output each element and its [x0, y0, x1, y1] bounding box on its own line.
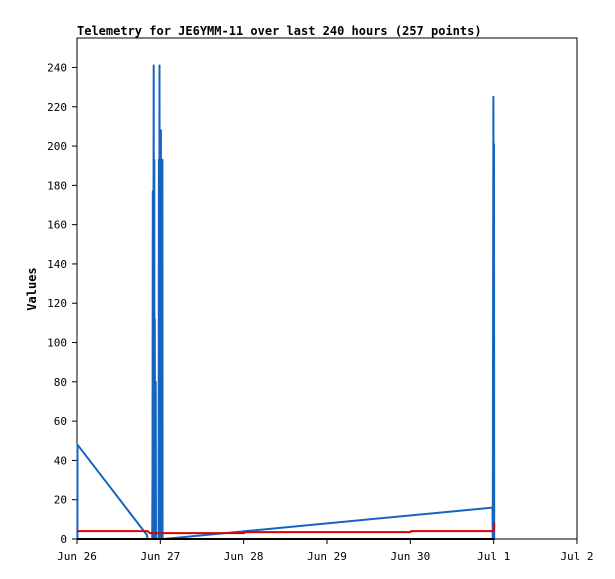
data-point — [492, 286, 494, 289]
series-line — [76, 64, 496, 540]
y-axis-label: Values — [25, 267, 39, 310]
data-point — [146, 530, 149, 532]
chart-title: Telemetry for JE6YMM-11 over last 240 ho… — [77, 24, 482, 38]
data-point — [154, 381, 157, 383]
y-tick-label: 140 — [47, 258, 67, 271]
y-tick-label: 0 — [60, 533, 67, 546]
y-tick-label: 40 — [54, 454, 67, 467]
y-tick-label: 180 — [47, 179, 67, 192]
series-layer — [76, 64, 496, 540]
y-tick-label: 240 — [47, 61, 67, 74]
y-tick-label: 100 — [47, 337, 67, 350]
y-tick-label: 200 — [47, 140, 67, 153]
y-tick-label: 20 — [54, 494, 67, 507]
y-axis: 0 20 40 60 80 100 120 140 160 180 200 220 240 — [47, 61, 77, 546]
data-point — [76, 443, 79, 446]
data-point — [493, 538, 496, 540]
y-tick-label: 120 — [47, 297, 67, 310]
data-point — [158, 159, 160, 161]
data-point — [161, 159, 164, 161]
y-tick-label: 60 — [54, 415, 67, 428]
data-point — [146, 534, 148, 536]
y-tick-label: 220 — [47, 101, 67, 114]
series-2 — [76, 538, 496, 540]
data-point — [158, 64, 161, 67]
data-point — [76, 475, 79, 477]
data-point — [152, 190, 154, 192]
x-tick-label: Jul 2 — [560, 550, 593, 563]
data-point — [410, 530, 413, 532]
y-tick-label: 80 — [54, 376, 67, 389]
y-tick-label: 160 — [47, 219, 67, 232]
series-1 — [76, 522, 496, 535]
data-point — [493, 522, 496, 525]
data-point — [153, 159, 156, 161]
x-tick-label: Jul 1 — [477, 550, 510, 563]
x-axis: Jun 26 Jun 27 Jun 28 Jun 29 Jun 30 Jul 1 Jul 2 — [57, 539, 594, 563]
x-tick-label: Jun 28 — [224, 550, 264, 563]
series-0 — [76, 64, 496, 540]
data-point — [76, 530, 79, 532]
data-point — [491, 506, 494, 509]
data-point — [149, 532, 151, 534]
data-point — [76, 538, 79, 540]
data-point — [493, 143, 495, 145]
data-point — [492, 96, 495, 98]
x-tick-label: Jun 26 — [57, 550, 97, 563]
data-point — [244, 531, 246, 533]
data-point — [152, 64, 155, 67]
data-point — [493, 530, 495, 532]
x-tick-label: Jun 29 — [307, 550, 347, 563]
data-point — [151, 475, 154, 477]
data-point — [160, 129, 162, 132]
x-tick-label: Jun 30 — [390, 550, 430, 563]
x-tick-label: Jun 27 — [140, 550, 180, 563]
data-point — [154, 318, 156, 320]
